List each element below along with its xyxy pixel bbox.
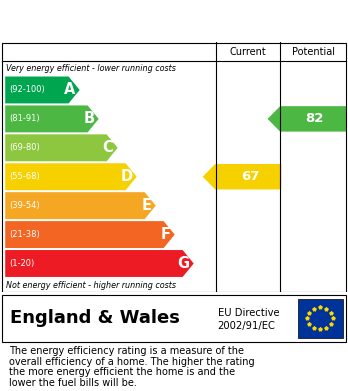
Polygon shape xyxy=(5,163,137,190)
Text: (39-54): (39-54) xyxy=(10,201,40,210)
Text: F: F xyxy=(160,227,171,242)
Text: Potential: Potential xyxy=(292,47,335,57)
Text: Current: Current xyxy=(230,47,267,57)
Text: (92-100): (92-100) xyxy=(10,86,46,95)
Text: EU Directive: EU Directive xyxy=(218,308,279,318)
Text: E: E xyxy=(142,198,151,213)
Text: D: D xyxy=(120,169,133,184)
Polygon shape xyxy=(203,164,281,190)
Text: A: A xyxy=(64,83,76,97)
Polygon shape xyxy=(5,221,175,248)
Text: Very energy efficient - lower running costs: Very energy efficient - lower running co… xyxy=(6,64,176,73)
Text: B: B xyxy=(84,111,95,126)
Text: 82: 82 xyxy=(306,112,324,126)
Text: Not energy efficient - higher running costs: Not energy efficient - higher running co… xyxy=(6,281,176,290)
Polygon shape xyxy=(5,135,118,161)
Text: overall efficiency of a home. The higher the rating: overall efficiency of a home. The higher… xyxy=(9,357,254,367)
Text: England & Wales: England & Wales xyxy=(10,309,180,327)
Polygon shape xyxy=(5,106,99,132)
Text: 67: 67 xyxy=(241,170,259,183)
Polygon shape xyxy=(5,192,156,219)
Text: 2002/91/EC: 2002/91/EC xyxy=(218,321,275,331)
Text: C: C xyxy=(103,140,113,155)
Text: (81-91): (81-91) xyxy=(10,115,40,124)
Text: lower the fuel bills will be.: lower the fuel bills will be. xyxy=(9,378,136,387)
Text: (1-20): (1-20) xyxy=(10,259,35,268)
Text: the more energy efficient the home is and the: the more energy efficient the home is an… xyxy=(9,367,235,377)
Polygon shape xyxy=(5,250,194,277)
Text: (55-68): (55-68) xyxy=(10,172,40,181)
Text: G: G xyxy=(177,256,190,271)
Text: (21-38): (21-38) xyxy=(10,230,40,239)
Bar xyxy=(298,299,343,337)
Text: (69-80): (69-80) xyxy=(10,143,40,152)
Text: The energy efficiency rating is a measure of the: The energy efficiency rating is a measur… xyxy=(9,346,244,356)
Polygon shape xyxy=(5,77,80,104)
Polygon shape xyxy=(268,106,346,132)
Text: Energy Efficiency Rating: Energy Efficiency Rating xyxy=(9,14,230,29)
